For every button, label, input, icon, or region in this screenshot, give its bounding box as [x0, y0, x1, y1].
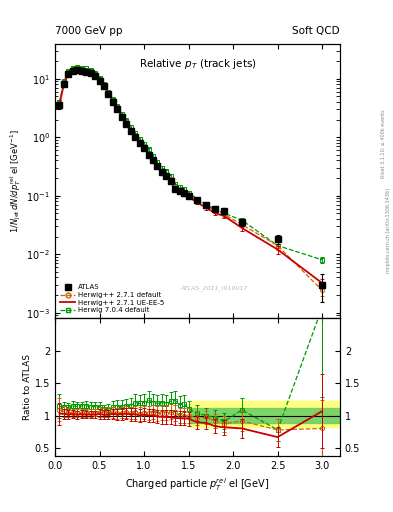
Text: mcplots.cern.ch [arXiv:1306.3436]: mcplots.cern.ch [arXiv:1306.3436]	[386, 188, 391, 273]
Legend: ATLAS, Herwig++ 2.7.1 default, Herwig++ 2.7.1 UE-EE-5, Herwig 7.0.4 default: ATLAS, Herwig++ 2.7.1 default, Herwig++ …	[59, 283, 165, 315]
Y-axis label: Ratio to ATLAS: Ratio to ATLAS	[23, 354, 32, 420]
Text: ATLAS_2011_I919017: ATLAS_2011_I919017	[181, 285, 248, 291]
Text: Soft QCD: Soft QCD	[292, 26, 340, 36]
Y-axis label: $1/N_\mathrm{jet}\,dN/dp_T^\mathrm{rel}$ el [GeV$^{-1}$]: $1/N_\mathrm{jet}\,dN/dp_T^\mathrm{rel}$…	[9, 129, 24, 233]
X-axis label: Charged particle $p_T^{rel}$ el [GeV]: Charged particle $p_T^{rel}$ el [GeV]	[125, 476, 270, 493]
Text: Relative $p_T$ (track jets): Relative $p_T$ (track jets)	[139, 57, 256, 71]
Text: 7000 GeV pp: 7000 GeV pp	[55, 26, 123, 36]
Text: Rivet 3.1.10; ≥ 400k events: Rivet 3.1.10; ≥ 400k events	[381, 109, 386, 178]
